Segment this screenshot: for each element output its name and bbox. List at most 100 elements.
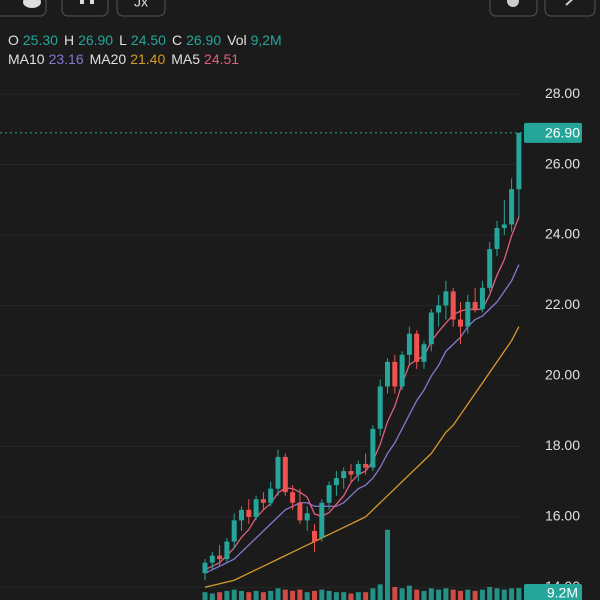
volume-bar [458,590,463,600]
volume-bar [501,589,507,600]
volume-bar [392,587,398,600]
volume-bar [326,590,332,600]
volume-bar [304,592,310,600]
volume-bar [217,592,223,600]
y-tick-label: 28.00 [545,85,580,101]
volume-bar [246,592,252,600]
candle-body [465,301,471,327]
volume-bar [377,584,383,600]
candle-body [370,428,376,468]
icon [507,0,519,7]
candle-body [406,333,412,355]
volume-bar [231,589,237,600]
plot: 14.0016.0018.0020.0022.0024.0026.0028.00… [0,85,582,600]
candle-body [458,319,463,327]
info-name: H [64,32,74,48]
volume-bar [363,592,369,600]
icon [565,0,574,6]
y-tick-label: 24.00 [545,226,580,242]
candle-body [326,485,332,503]
ma-name: MA10 [8,51,45,67]
candle-body [479,287,485,309]
info-name: C [172,32,182,48]
ohlc-info: O 25.30 H 26.90 L 24.50 C 26.90 Vol 9,2M [8,32,282,48]
info-value: 24.50 [131,32,166,48]
volume-bar [202,592,208,600]
candle-body [282,456,288,493]
volume-bar [436,589,442,600]
candle-body [253,499,259,517]
volume-bar [370,588,376,600]
candle-body [268,488,274,503]
ma-line [204,326,520,588]
candle-body [443,291,449,306]
candle-body [239,509,244,521]
last-price-tag [524,122,582,143]
share-button[interactable] [544,0,596,17]
ma-value: 21.40 [130,51,165,67]
volume-tag [524,584,582,600]
volume-bar [414,589,420,600]
candle-body [224,541,230,560]
candle-body [319,502,325,538]
volume-bar [355,592,361,600]
volume-bar [399,588,405,600]
volume-bar [253,590,259,600]
candle-body [297,502,303,521]
volume-bar [385,529,390,600]
toolbar-button[interactable] [61,0,109,17]
info-value: 9,2M [251,32,282,48]
candle-body [231,520,237,542]
volume-bar [516,588,522,600]
toolbar: Jx [0,0,596,17]
y-tick-label: 26.00 [545,155,580,171]
candle-body [355,464,361,475]
settings-button[interactable] [489,0,538,17]
info-value: 25.30 [23,32,58,48]
ma-info: MA10 23.16 MA20 21.40 MA5 24.51 [8,51,239,67]
candle-body [377,386,383,429]
candle-body [333,478,339,486]
candle-body [260,499,266,503]
volume-bar [509,588,515,600]
ma-value: 24.51 [204,51,239,67]
candle-body [501,224,507,228]
volume-bar [406,585,412,600]
volume-bar [341,592,347,600]
volume-label: 9.2M [547,585,578,600]
last-price-label: 26.90 [545,125,580,141]
ma-line [204,264,520,574]
indicator-button-label: Jx [134,0,148,10]
candle-body [348,471,354,475]
y-tick-label: 16.00 [545,508,580,524]
volume-bar [472,590,478,600]
volume-bar [239,590,244,600]
candle-body [275,456,281,489]
candle-body [290,492,296,503]
info-name: Vol [227,32,246,48]
ma-value: 23.16 [49,51,84,67]
toolbar-button[interactable] [116,0,166,17]
candle-body [472,301,478,309]
candle-body [494,227,500,250]
candle-body [516,132,522,190]
icon [80,0,84,4]
volume-bar [487,587,493,600]
candle-body [246,509,252,517]
y-tick-label: 22.00 [545,296,580,312]
volume-bar [290,590,296,600]
icon [90,0,94,4]
candle-body [509,189,515,225]
volume-bar [319,589,325,600]
ma-name: MA20 [90,51,127,67]
info-name: O [8,32,19,48]
candle-body [217,555,223,560]
volume-bar [209,593,215,600]
volume-bar [260,592,266,600]
volume-bar [450,589,456,600]
candle-body [363,464,369,468]
volume-bar [282,589,288,600]
volume-bar [428,588,434,600]
volume-bar [494,588,500,600]
